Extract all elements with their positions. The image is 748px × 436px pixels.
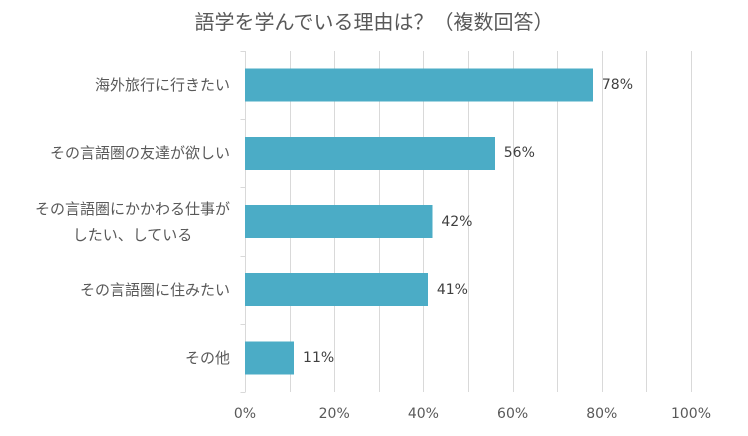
bar-2	[245, 136, 495, 170]
x-tick-label: 20%	[318, 406, 350, 422]
bars	[245, 68, 593, 375]
category-label: その他	[184, 348, 230, 367]
category-label: 海外旅行に行きたい	[94, 76, 230, 95]
x-tick-label: 40%	[407, 406, 439, 422]
data-label: 11%	[303, 349, 335, 366]
x-tick-label: 0%	[233, 406, 257, 422]
chart-title: 語学を学んでいる理由は？（複数回答）	[194, 10, 554, 34]
bar-1	[245, 68, 593, 102]
category-label: その言語圏に住みたい	[79, 280, 230, 299]
x-tick-label: 80%	[586, 406, 618, 422]
data-label: 41%	[436, 281, 468, 298]
data-label: 56%	[503, 145, 535, 162]
x-tick-label: 100%	[670, 406, 712, 422]
category-label: その言語圏の友達が欲しい	[49, 144, 230, 163]
data-label: 42%	[441, 213, 473, 230]
x-tick-label: 60%	[497, 406, 529, 422]
bar-3	[245, 205, 433, 238]
category-axis	[240, 51, 246, 393]
bar-4	[245, 273, 428, 307]
data-label: 78%	[601, 77, 633, 94]
bar-5	[245, 341, 295, 375]
category-label: その言語圏にかかわる仕事が したい、している	[34, 199, 230, 244]
